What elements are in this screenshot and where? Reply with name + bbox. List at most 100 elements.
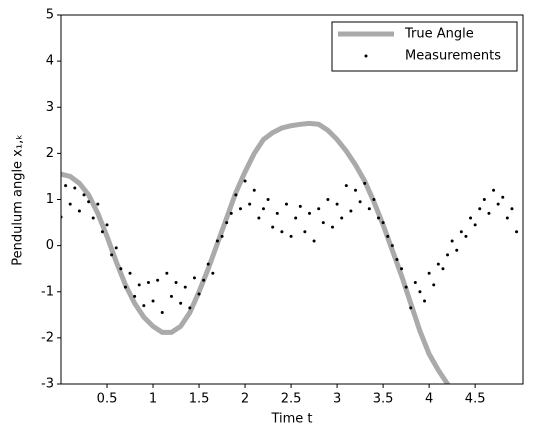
measurement-point bbox=[505, 216, 509, 220]
measurement-point bbox=[146, 281, 150, 285]
measurement-point bbox=[409, 306, 413, 310]
measurement-point bbox=[464, 234, 468, 238]
measurement-point bbox=[206, 262, 210, 266]
x-tick-label: 1 bbox=[149, 392, 157, 407]
measurement-point bbox=[432, 283, 436, 287]
measurement-point bbox=[349, 209, 353, 213]
measurement-point bbox=[312, 239, 316, 243]
measurement-point bbox=[501, 195, 505, 199]
measurement-point bbox=[91, 216, 95, 220]
measurement-point bbox=[183, 285, 187, 289]
measurement-point bbox=[119, 267, 123, 271]
measurement-point bbox=[123, 285, 127, 289]
measurement-point bbox=[133, 294, 137, 298]
measurement-point bbox=[455, 248, 459, 252]
measurement-point bbox=[87, 200, 91, 204]
measurement-point bbox=[64, 184, 68, 188]
x-tick-label: 1.5 bbox=[189, 392, 210, 407]
measurement-point bbox=[142, 304, 146, 308]
measurement-point bbox=[404, 285, 408, 289]
measurement-point bbox=[340, 216, 344, 220]
x-tick-label: 4.5 bbox=[465, 392, 486, 407]
y-tick-label: -3 bbox=[41, 377, 54, 392]
x-tick-label: 0.5 bbox=[97, 392, 118, 407]
measurement-point bbox=[151, 299, 155, 303]
measurement-point bbox=[478, 207, 482, 211]
measurement-point bbox=[188, 306, 192, 310]
measurement-point bbox=[73, 186, 77, 190]
measurement-point bbox=[229, 211, 233, 215]
measurement-point bbox=[266, 198, 270, 201]
measurement-point bbox=[330, 225, 334, 229]
measurement-point bbox=[100, 230, 104, 234]
measurement-point bbox=[307, 211, 311, 215]
measurement-point bbox=[243, 179, 247, 183]
measurement-point bbox=[248, 202, 252, 206]
measurement-point bbox=[252, 188, 256, 192]
measurement-point bbox=[234, 193, 238, 197]
x-tick-label: 2 bbox=[241, 392, 249, 407]
measurement-point bbox=[192, 276, 196, 280]
measurement-point bbox=[473, 223, 477, 227]
y-axis-label: Pendulum angle x₁,ₖ bbox=[11, 134, 26, 266]
measurement-point bbox=[372, 198, 376, 201]
measurement-point bbox=[280, 230, 284, 234]
x-axis-label: Time t bbox=[270, 412, 312, 427]
y-tick-label: 0 bbox=[46, 238, 54, 253]
measurement-point bbox=[165, 271, 169, 275]
y-tick-label: 4 bbox=[46, 54, 54, 69]
measurement-point bbox=[294, 216, 298, 220]
measurement-point bbox=[386, 234, 390, 238]
plot-area bbox=[61, 120, 519, 384]
measurement-point bbox=[128, 271, 132, 275]
legend-label: Measurements bbox=[405, 49, 501, 64]
measurement-point bbox=[179, 301, 183, 305]
measurement-point bbox=[459, 230, 463, 234]
measurement-point bbox=[211, 271, 215, 275]
measurement-point bbox=[298, 204, 302, 208]
measurement-point bbox=[202, 278, 206, 282]
measurement-point bbox=[303, 230, 307, 234]
x-tick-label: 4 bbox=[425, 392, 433, 407]
measurement-point bbox=[284, 202, 288, 206]
measurement-point bbox=[82, 193, 86, 197]
y-tick-label: -2 bbox=[41, 330, 54, 345]
measurement-point bbox=[317, 207, 321, 211]
y-tick-label: 1 bbox=[46, 192, 54, 207]
measurement-point bbox=[68, 202, 72, 206]
measurement-point bbox=[137, 283, 141, 287]
measurement-point bbox=[225, 221, 229, 225]
measurement-point bbox=[77, 209, 81, 213]
measurement-point bbox=[354, 188, 358, 192]
measurement-point bbox=[114, 246, 118, 250]
measurement-point bbox=[110, 253, 114, 257]
measurement-point bbox=[510, 207, 514, 211]
measurement-point bbox=[160, 311, 164, 315]
measurement-point bbox=[427, 271, 431, 275]
measurement-point bbox=[335, 202, 339, 206]
legend-box bbox=[331, 21, 518, 72]
x-tick-label: 3.5 bbox=[373, 392, 394, 407]
measurement-point bbox=[156, 278, 160, 282]
measurement-point bbox=[215, 239, 219, 243]
measurement-point bbox=[289, 234, 293, 238]
measurement-point bbox=[496, 202, 500, 206]
y-tick-label: 5 bbox=[46, 8, 54, 23]
measurement-point bbox=[261, 207, 265, 211]
measurement-point bbox=[487, 211, 491, 215]
measurement-point bbox=[257, 216, 261, 220]
measurement-point bbox=[238, 207, 242, 211]
true-angle-line bbox=[61, 120, 451, 384]
measurement-point bbox=[174, 281, 178, 285]
measurement-point bbox=[400, 267, 404, 271]
measurement-point bbox=[446, 253, 450, 257]
measurement-point bbox=[377, 216, 381, 220]
measurement-point bbox=[271, 225, 275, 229]
measurement-point bbox=[441, 267, 445, 271]
measurement-point bbox=[358, 200, 362, 204]
measurement-point bbox=[363, 181, 367, 185]
y-tick-label: 3 bbox=[46, 100, 54, 115]
measurement-point bbox=[381, 221, 385, 225]
measurement-point bbox=[423, 299, 427, 303]
